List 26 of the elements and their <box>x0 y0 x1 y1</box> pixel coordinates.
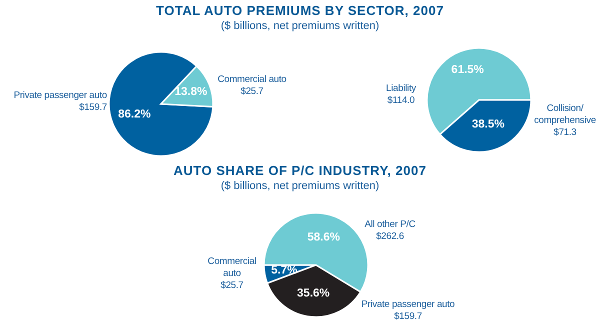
text: $262.6 <box>376 230 404 242</box>
slice-label: Collision/comprehensive <box>534 102 596 126</box>
slice-label: Commercial auto <box>218 74 286 84</box>
chart-title: TOTAL AUTO PREMIUMS BY SECTOR, 2007 <box>155 3 445 18</box>
data-label: 61.5% <box>451 64 484 76</box>
text: $71.3 <box>554 126 576 138</box>
text: $25.7 <box>220 280 244 290</box>
data-label: 58.6% <box>307 231 340 244</box>
text: $159.7 <box>394 310 422 320</box>
slice-label: Private passenger auto <box>361 298 455 310</box>
text: $25.7 <box>240 86 264 96</box>
data-label: 5.7% <box>271 264 298 277</box>
chart-title: AUTO SHARE OF P/C INDUSTRY, 2007 <box>172 163 428 178</box>
slice-label: Private passenger auto <box>14 90 107 100</box>
pie-slice <box>108 51 214 157</box>
data-label: 13.8% <box>174 86 208 98</box>
text: $159.7 <box>79 102 107 112</box>
data-label: 86.2% <box>118 108 151 121</box>
chart-subtitle: ($ billions, net premiums written) <box>220 20 380 32</box>
chart-subtitle: ($ billions, net premiums written) <box>220 180 380 192</box>
slice-label: Commercial auto <box>208 256 256 278</box>
data-label: 35.6% <box>297 287 330 300</box>
text: $114.0 <box>387 94 415 106</box>
slice-label: Liability <box>386 82 416 94</box>
slice-label: All other P/C <box>364 218 416 230</box>
data-label: 38.5% <box>472 118 504 130</box>
